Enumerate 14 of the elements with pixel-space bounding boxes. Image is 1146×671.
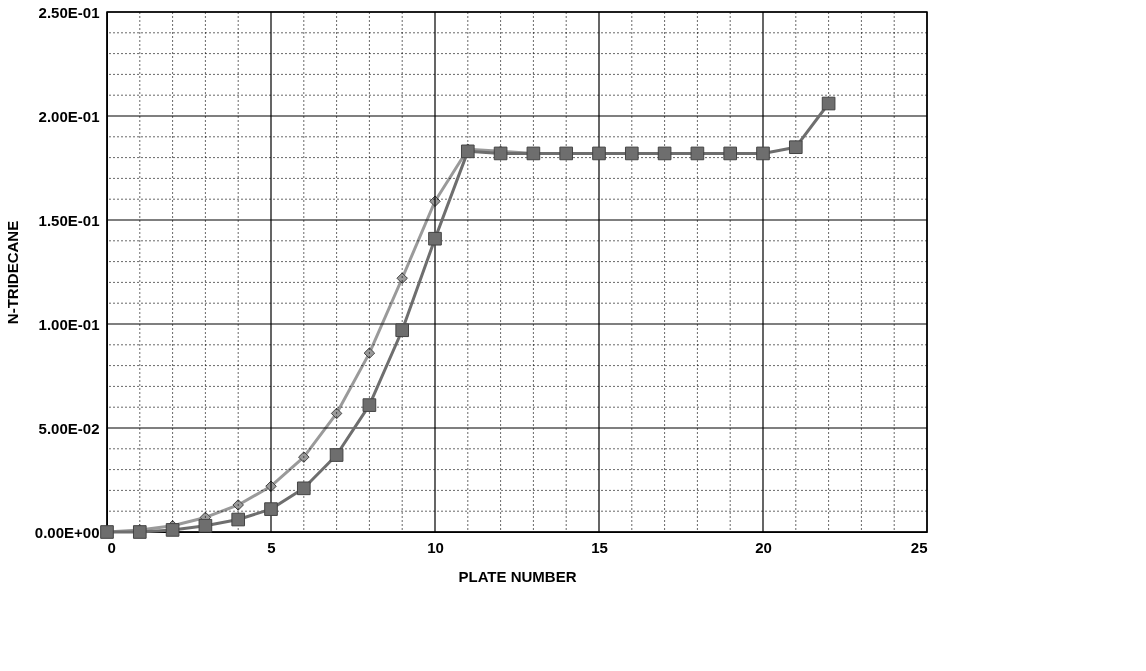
x-tick-label: 5 <box>267 538 276 556</box>
x-tick-label: 20 <box>755 538 772 556</box>
x-axis-title: PLATE NUMBER <box>458 567 577 585</box>
x-tick-label: 10 <box>427 538 444 556</box>
y-axis-title: N-TRIDECANE <box>3 220 21 325</box>
y-tick-label: 1.50E-01 <box>38 211 100 229</box>
y-tick-label: 5.00E-02 <box>38 419 100 437</box>
y-tick-label: 0.00E+00 <box>34 523 100 541</box>
y-tick-label: 2.00E-01 <box>38 107 100 125</box>
x-tick-label: 25 <box>910 538 928 556</box>
y-tick-label: 1.00E-01 <box>38 315 100 333</box>
x-tick-label: 0 <box>107 538 116 556</box>
x-tick-label: 15 <box>591 538 608 556</box>
y-tick-label: 2.50E-01 <box>38 3 100 21</box>
